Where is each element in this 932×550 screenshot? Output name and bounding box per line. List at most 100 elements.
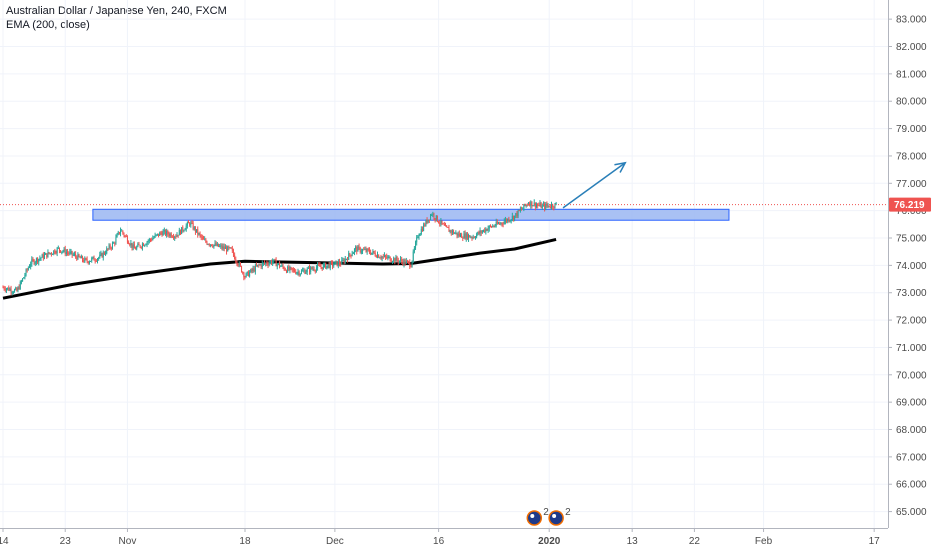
- candle: [318, 262, 320, 267]
- candle: [328, 261, 330, 269]
- candle-body: [72, 254, 74, 256]
- candle: [155, 234, 157, 237]
- candle: [498, 221, 500, 225]
- candle: [129, 242, 131, 247]
- ema-legend-label[interactable]: EMA (200, close): [6, 19, 90, 31]
- candle-body: [128, 242, 130, 244]
- candle-body: [217, 243, 219, 247]
- candle: [82, 255, 84, 263]
- candle-body: [239, 263, 241, 267]
- candle: [442, 222, 444, 225]
- candle-body: [508, 218, 510, 222]
- candle-body: [93, 256, 95, 261]
- candle-body: [169, 233, 171, 236]
- candle-body: [370, 252, 372, 255]
- candle: [508, 216, 510, 223]
- candle-body: [235, 259, 237, 262]
- candle-body: [249, 272, 251, 277]
- candle-body: [258, 264, 260, 266]
- candle-body: [290, 267, 292, 269]
- candle: [504, 216, 506, 225]
- projection-arrow-shaft[interactable]: [562, 162, 626, 209]
- candle: [273, 259, 275, 265]
- candle-body: [29, 266, 31, 268]
- candle-body: [43, 254, 45, 259]
- economic-event-icon[interactable]: 2: [526, 507, 549, 526]
- candle: [251, 267, 253, 274]
- candle-body: [262, 262, 264, 264]
- candle: [45, 252, 47, 255]
- candle-body: [322, 264, 324, 270]
- candle: [300, 269, 302, 275]
- candle-body: [295, 271, 297, 274]
- candle-body: [209, 244, 211, 246]
- economic-event-icon[interactable]: 2: [548, 507, 571, 526]
- candle: [306, 267, 308, 276]
- candle-body: [423, 224, 425, 231]
- candle: [291, 267, 293, 273]
- candle-body: [499, 223, 501, 225]
- candle-body: [20, 281, 22, 283]
- candle: [488, 225, 490, 232]
- candle-body: [540, 203, 542, 209]
- candle: [247, 270, 249, 277]
- candle-body: [17, 287, 19, 292]
- candle-body: [491, 226, 493, 228]
- candle: [383, 252, 385, 258]
- candle: [424, 222, 426, 227]
- candle: [256, 262, 258, 267]
- candle-body: [150, 239, 151, 241]
- candle-body: [553, 207, 555, 209]
- candle-body: [347, 258, 349, 260]
- candle: [441, 220, 443, 226]
- symbol-title[interactable]: Australian Dollar / Japanese Yen, 240, F…: [6, 5, 227, 17]
- candle-body: [140, 247, 142, 249]
- candle: [288, 264, 290, 271]
- candle-body: [175, 236, 177, 238]
- candle-body: [283, 267, 285, 270]
- candle-body: [463, 233, 465, 239]
- candle-body: [336, 261, 338, 266]
- candle-body: [395, 257, 397, 262]
- candle-body: [390, 261, 392, 263]
- candle: [450, 229, 452, 236]
- last-price-tag[interactable]: [889, 197, 931, 212]
- candle: [147, 239, 149, 245]
- candle-body: [547, 205, 549, 207]
- candle-body: [356, 247, 358, 252]
- candle: [7, 287, 9, 291]
- y-tick-label: 67.000: [896, 452, 927, 463]
- candle-body: [69, 251, 71, 254]
- candle-body: [37, 258, 39, 263]
- candle-body: [23, 277, 25, 279]
- candle-body: [109, 245, 111, 248]
- candle-body: [115, 237, 117, 244]
- candle: [403, 258, 405, 268]
- candle-body: [536, 204, 538, 208]
- candle-body: [2, 287, 4, 289]
- candle-body: [273, 259, 275, 262]
- candle-body: [368, 249, 370, 253]
- candle-body: [34, 262, 36, 264]
- candle-body: [144, 244, 146, 246]
- candle: [309, 264, 311, 275]
- candle-body: [85, 258, 87, 260]
- candle-body: [148, 239, 150, 241]
- resistance-zone-rectangle[interactable]: [92, 208, 730, 221]
- candle: [265, 262, 267, 267]
- candle: [423, 222, 425, 232]
- price-axis[interactable]: 65.000 66.000 67.000 68.000 69.000 70.000 71.0…: [888, 0, 932, 550]
- candle: [192, 220, 194, 231]
- candle-body: [135, 248, 137, 250]
- candle-body: [12, 292, 14, 294]
- candle: [472, 234, 474, 240]
- candle-body: [8, 287, 10, 291]
- candle: [395, 254, 397, 262]
- candle-body: [250, 269, 252, 273]
- candle: [56, 246, 58, 257]
- candle-body: [164, 230, 166, 235]
- x-tick-label: Dec: [326, 536, 344, 547]
- time-axis[interactable]: 14 23 Nov 18 Dec 16 2020 13 22 Feb 17: [0, 528, 932, 550]
- candle: [283, 266, 285, 271]
